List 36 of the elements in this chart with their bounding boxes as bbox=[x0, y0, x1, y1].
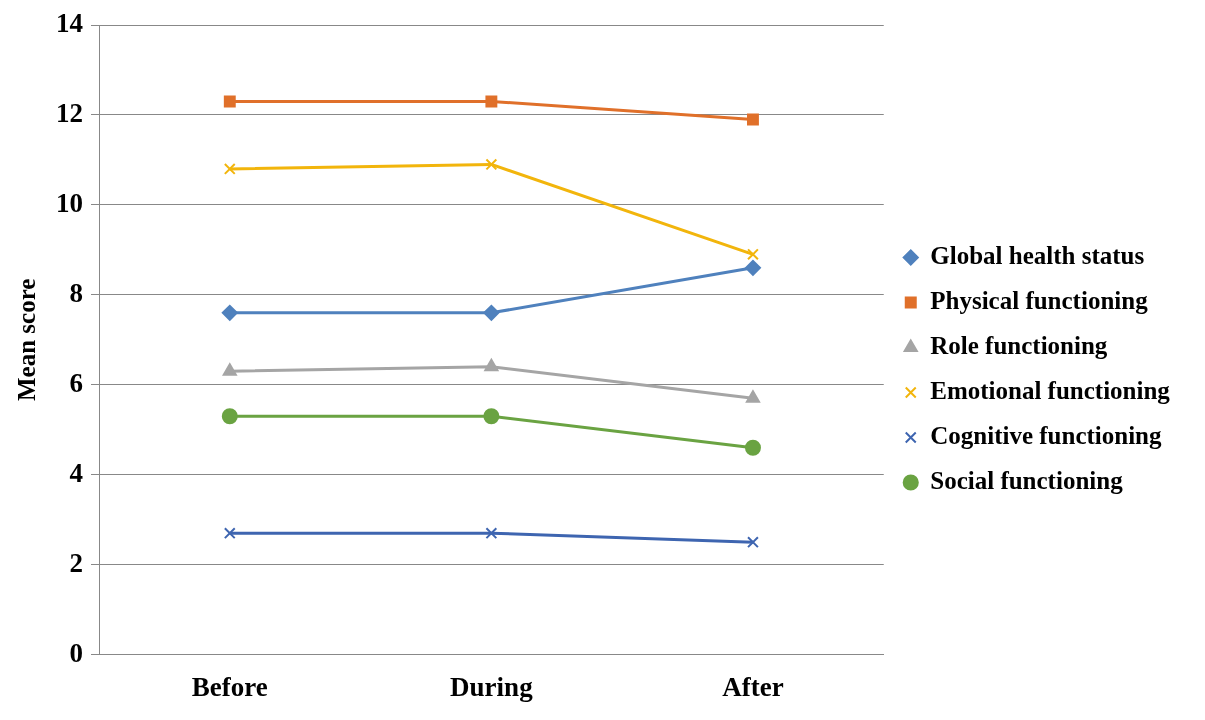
point bbox=[223, 527, 236, 540]
point bbox=[222, 363, 237, 376]
point bbox=[223, 162, 236, 175]
point bbox=[221, 408, 238, 425]
y-tick-label: 2 bbox=[69, 547, 83, 578]
legend-label: Emotional functioning bbox=[930, 376, 1171, 404]
legend-label: Global health status bbox=[930, 241, 1145, 269]
y-tick-label: 6 bbox=[69, 367, 83, 398]
point bbox=[745, 390, 761, 403]
legend-label: Physical functioning bbox=[930, 286, 1149, 314]
point bbox=[747, 113, 759, 126]
y-tick-label: 8 bbox=[69, 277, 83, 308]
y-tick-label: 10 bbox=[56, 187, 83, 218]
x-tick-label: Before bbox=[191, 671, 268, 702]
point bbox=[484, 358, 499, 372]
point bbox=[223, 95, 236, 108]
point bbox=[744, 259, 761, 276]
x-tick-label: After bbox=[722, 671, 784, 702]
y-tick-label: 12 bbox=[56, 97, 83, 128]
point bbox=[221, 304, 238, 321]
point bbox=[485, 527, 498, 540]
point bbox=[744, 439, 761, 456]
point bbox=[747, 536, 759, 549]
y-tick-label: 4 bbox=[69, 457, 83, 488]
y-tick-label: 0 bbox=[69, 637, 83, 668]
point bbox=[485, 95, 498, 108]
y-axis-title: Mean score bbox=[13, 278, 41, 402]
point bbox=[483, 304, 500, 321]
x-tick-label: During bbox=[450, 671, 534, 702]
point bbox=[485, 158, 498, 171]
point bbox=[747, 248, 759, 261]
y-tick-label: 14 bbox=[56, 7, 83, 38]
legend-label: Social functioning bbox=[930, 466, 1124, 494]
legend-label: Role functioning bbox=[930, 331, 1108, 359]
point bbox=[483, 408, 500, 425]
legend-label: Cognitive functioning bbox=[930, 421, 1163, 449]
